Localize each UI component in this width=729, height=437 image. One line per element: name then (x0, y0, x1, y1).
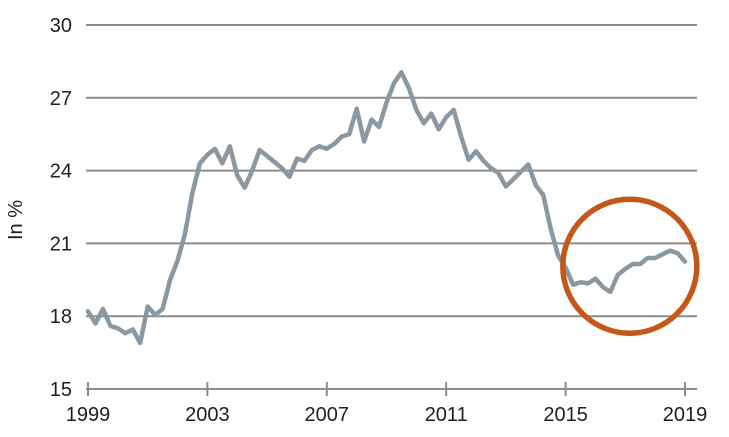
y-tick-label: 18 (50, 306, 72, 328)
gridlines (86, 23, 697, 318)
highlight-circle-annotation (560, 196, 700, 336)
annotation-circle-layer (560, 196, 700, 336)
y-tick-label: 15 (50, 379, 72, 401)
y-tick-label: 27 (50, 88, 72, 110)
axis-tick-labels: 30 27 24 21 18 15 1999 2003 2007 2011 2015 2019 (50, 15, 708, 426)
x-tick-label: 2015 (543, 404, 588, 426)
data-series (85, 70, 688, 346)
x-tick-label: 2011 (425, 404, 468, 426)
x-tick-label: 2003 (185, 404, 230, 426)
y-axis-title: In % (5, 200, 27, 240)
data-line-share-in-percent (85, 70, 688, 346)
x-tick-label: 2007 (305, 404, 350, 426)
y-tick-label: 24 (50, 161, 72, 183)
y-tick-label: 21 (50, 233, 72, 255)
y-tick-label: 30 (50, 15, 72, 37)
x-tick-label: 2019 (663, 404, 708, 426)
x-axis (86, 382, 697, 396)
x-tick-label: 1999 (66, 404, 111, 426)
